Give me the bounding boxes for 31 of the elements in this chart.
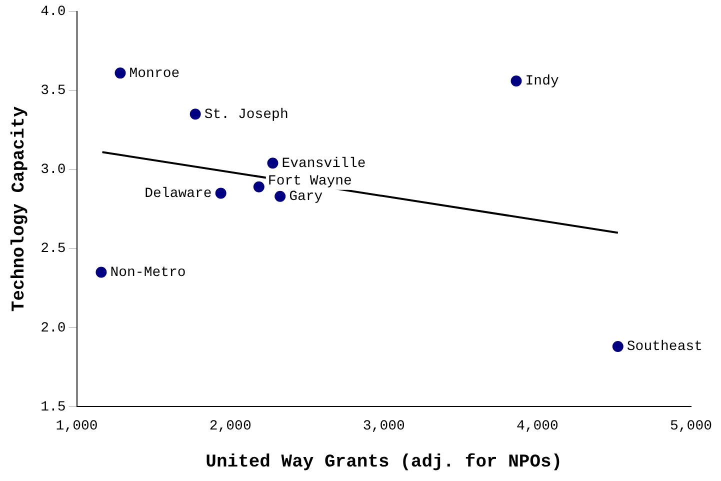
point (215, 188, 226, 199)
annotation: Delaware (144, 186, 212, 202)
annotation: Gary (289, 189, 323, 206)
point (253, 181, 264, 192)
annotation: Evansville (282, 156, 366, 172)
point (267, 158, 278, 169)
point (190, 108, 201, 120)
point (274, 190, 286, 202)
x-tick-label: 1,000 (56, 418, 98, 435)
x-tick-label: 5,000 (670, 418, 712, 435)
y-tick-label: 2.0 (40, 320, 66, 336)
annotation: Fort Wayne (268, 174, 352, 190)
annotation: Monroe (129, 66, 180, 82)
annotation: Non-Metro (110, 264, 186, 281)
point (114, 68, 126, 79)
annotation: St. Joseph (204, 106, 288, 123)
point (510, 75, 522, 86)
x-tick-label: 3,000 (362, 418, 405, 435)
x-tick-label: 2,000 (209, 418, 252, 435)
annotation: Indy (525, 74, 559, 90)
point (612, 341, 624, 352)
y-tick-label: 3.0 (40, 162, 66, 178)
x-axis-title: United Way Grants (adj. for NPOs) (206, 452, 562, 473)
x-tick-label: 4,000 (516, 418, 558, 435)
y-axis-title: Technology Capacity (9, 106, 30, 312)
y-tick-label: 1.5 (40, 399, 66, 416)
y-tick-label: 3.5 (40, 83, 66, 100)
y-tick-label: 4.0 (40, 4, 66, 20)
point (96, 266, 107, 278)
annotation: Southeast (626, 339, 703, 356)
y-tick-label: 2.5 (40, 241, 66, 258)
